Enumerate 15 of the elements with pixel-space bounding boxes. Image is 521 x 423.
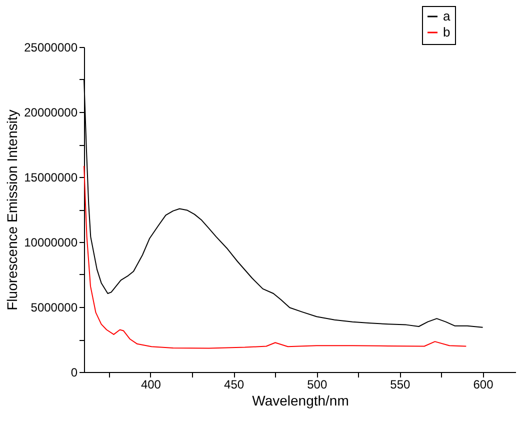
y-tick-label: 5000000 xyxy=(30,300,78,314)
y-axis-title: Fluorescence Emission Intensity xyxy=(4,110,20,310)
legend-label: a xyxy=(443,8,451,24)
x-tick-label: 400 xyxy=(140,378,162,392)
y-tick-label: 15000000 xyxy=(24,170,78,184)
x-tick-label: 600 xyxy=(473,378,494,392)
legend-label: b xyxy=(443,24,450,40)
x-tick-label: 550 xyxy=(390,378,411,392)
y-tick-label: 25000000 xyxy=(24,40,78,54)
y-tick-label: 10000000 xyxy=(24,236,78,250)
x-axis-title: Wavelength/nm xyxy=(252,392,349,408)
y-tick-label: 20000000 xyxy=(24,106,78,120)
x-tick-label: 450 xyxy=(224,378,244,392)
x-tick-label: 500 xyxy=(307,378,328,392)
y-tick-label: 0 xyxy=(70,366,78,380)
